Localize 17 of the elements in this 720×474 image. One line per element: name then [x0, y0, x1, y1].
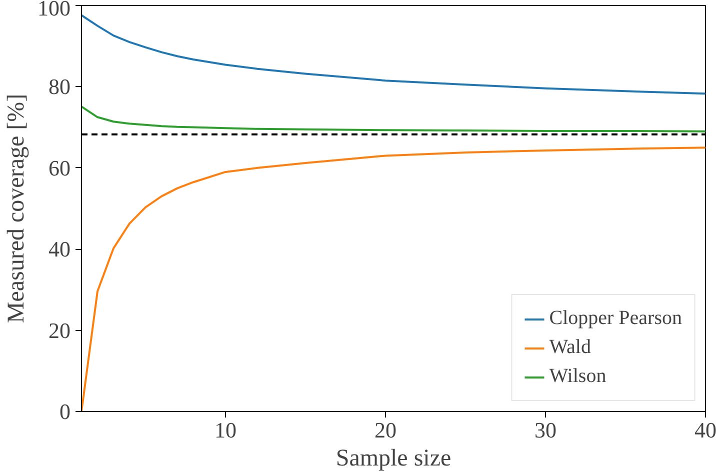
- line-series: [82, 14, 706, 95]
- y-tick-label: 80: [48, 74, 70, 100]
- x-axis-title: Sample size: [336, 446, 452, 472]
- legend-label: Clopper Pearson: [549, 307, 682, 330]
- line-series: [82, 106, 706, 132]
- x-tick-label: 30: [534, 418, 556, 442]
- x-tick-label: 20: [374, 418, 396, 442]
- y-tick-label: 20: [48, 318, 70, 343]
- y-axis-title: Measured coverage [%]: [4, 94, 30, 324]
- y-tick-label: 100: [38, 0, 70, 20]
- y-tick-label: 40: [48, 236, 70, 262]
- legend-label: Wald: [549, 336, 591, 359]
- legend-label: Wilson: [549, 365, 606, 388]
- x-tick-label: 10: [214, 418, 236, 442]
- y-tick-label: 60: [48, 155, 70, 180]
- x-tick-label: 40: [694, 418, 716, 442]
- y-tick-label: 0: [60, 399, 70, 424]
